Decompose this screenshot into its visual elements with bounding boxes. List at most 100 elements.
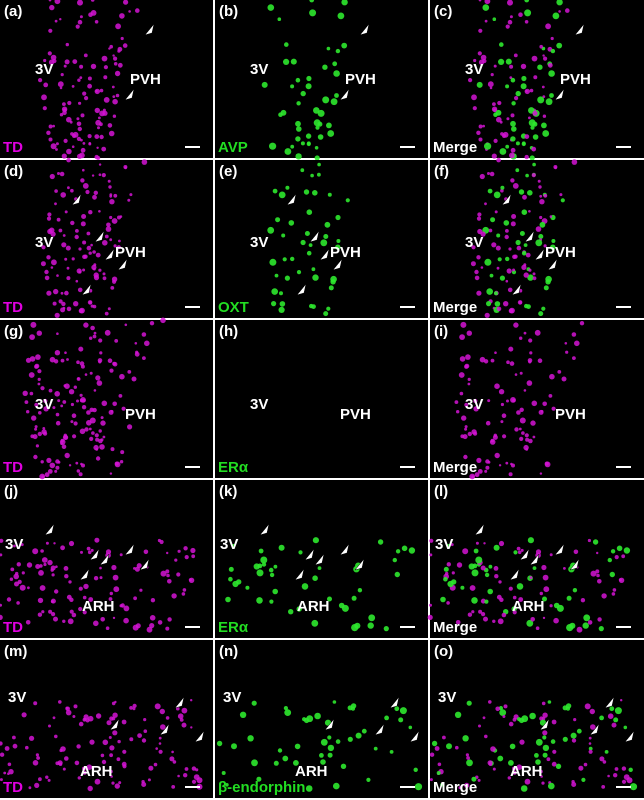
cell — [530, 125, 535, 130]
cell — [613, 717, 619, 723]
cell — [190, 547, 196, 554]
cell — [517, 717, 522, 722]
cell — [550, 244, 556, 250]
cell — [119, 373, 125, 380]
cell — [279, 301, 286, 307]
cell — [141, 738, 147, 743]
cell — [614, 767, 619, 771]
cell — [319, 753, 324, 758]
cell — [66, 266, 70, 270]
cell — [479, 356, 486, 363]
region-label: 3V — [435, 536, 453, 553]
cell — [48, 609, 53, 614]
cell — [113, 586, 120, 593]
cell — [127, 370, 132, 374]
cell — [123, 0, 129, 5]
cell — [58, 228, 63, 233]
cell — [613, 773, 618, 778]
cell — [110, 775, 113, 778]
cell — [191, 779, 197, 784]
cell — [497, 618, 504, 625]
cell — [491, 242, 497, 248]
arrowhead — [389, 696, 400, 709]
cell — [86, 231, 91, 236]
cell — [581, 777, 586, 782]
panel: (c) 3V PVH Merge — [430, 0, 644, 161]
cell — [521, 431, 525, 435]
cell — [278, 191, 286, 199]
cell — [122, 749, 127, 754]
cell — [58, 299, 63, 304]
cell — [498, 464, 502, 467]
cell — [526, 380, 533, 386]
cell — [55, 148, 58, 151]
cell — [541, 122, 547, 129]
cell — [510, 136, 516, 142]
cell — [231, 544, 236, 548]
cell — [458, 372, 465, 378]
cell — [527, 274, 534, 281]
cell — [35, 753, 40, 757]
cell — [82, 183, 89, 189]
panel-letter: (b) — [219, 3, 238, 20]
cell — [559, 193, 563, 197]
panel: (b) 3V PVH AVP — [215, 0, 428, 161]
cell — [50, 231, 56, 237]
cell — [506, 399, 509, 403]
cell — [102, 276, 107, 281]
cell — [60, 404, 64, 408]
cell — [531, 173, 536, 178]
cell — [587, 538, 591, 543]
cell — [493, 138, 498, 143]
cell — [79, 15, 83, 19]
cell — [541, 716, 546, 721]
panel-letter: (f) — [434, 163, 449, 180]
arrowhead — [296, 283, 307, 296]
cell — [56, 274, 59, 277]
cell — [326, 122, 332, 129]
cell — [290, 256, 295, 262]
cell — [94, 537, 100, 543]
cell — [529, 155, 535, 161]
cell — [500, 188, 504, 193]
cell — [512, 254, 517, 259]
cell — [154, 703, 161, 710]
cell — [582, 622, 589, 629]
cell — [551, 761, 557, 767]
cell — [60, 307, 66, 313]
cell — [82, 142, 86, 145]
cell — [60, 545, 65, 551]
cell — [467, 377, 471, 381]
cell — [312, 537, 319, 544]
region-label: 3V — [465, 61, 483, 78]
cell — [239, 711, 247, 718]
cell — [462, 548, 469, 555]
cell — [33, 454, 38, 460]
cell — [82, 240, 87, 245]
cell — [90, 304, 94, 308]
cell — [105, 226, 112, 232]
cell — [94, 88, 101, 95]
cell — [542, 744, 550, 752]
cell — [527, 537, 534, 544]
cell — [89, 336, 93, 340]
cell — [34, 402, 39, 407]
cell — [166, 551, 169, 555]
panel-letter: (o) — [434, 643, 453, 660]
arrowhead — [259, 523, 270, 536]
cell — [42, 427, 46, 430]
cell — [508, 721, 514, 727]
cell — [521, 209, 528, 215]
cell — [332, 700, 337, 704]
cell — [503, 301, 509, 307]
cell — [489, 273, 494, 278]
cell — [313, 107, 320, 114]
cell — [488, 564, 493, 569]
cell — [35, 564, 41, 569]
cell — [542, 95, 546, 98]
cell — [76, 360, 80, 364]
cell — [87, 550, 92, 555]
cell — [335, 214, 341, 221]
cell — [483, 542, 486, 545]
cell — [268, 567, 274, 573]
